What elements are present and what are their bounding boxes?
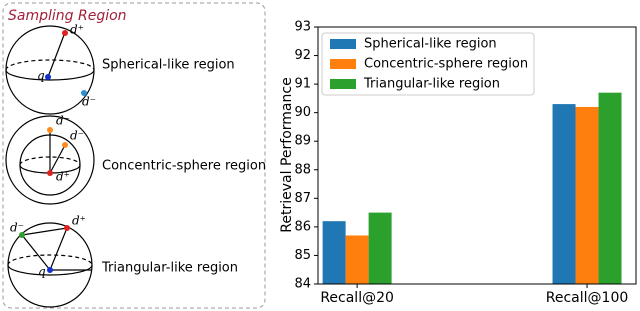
legend-swatch — [330, 59, 356, 69]
y-axis-label: Retrieval Performance — [279, 77, 295, 232]
point-label: q — [38, 265, 46, 279]
y-tick-label: 92 — [294, 48, 311, 63]
bar — [552, 104, 576, 284]
y-tick-label: 91 — [294, 77, 311, 92]
panel-border — [2, 2, 266, 309]
point-label: d⁺ — [72, 214, 86, 228]
panel-label: Spherical-like region — [102, 58, 235, 73]
y-tick-label: 87 — [294, 191, 311, 206]
legend-box — [321, 32, 535, 96]
point-label: d⁻ — [10, 221, 24, 235]
bar — [345, 235, 369, 284]
diagram-title: Sampling Region — [8, 8, 127, 24]
y-tick-label: 90 — [294, 105, 311, 120]
axes-frame — [317, 26, 637, 285]
point-label: d⁻ — [70, 129, 84, 143]
y-tick-label: 86 — [294, 219, 311, 234]
legend-label: Concentric-sphere region — [364, 57, 528, 72]
legend-swatch — [330, 79, 356, 89]
panel-label: Concentric-sphere region — [102, 159, 266, 174]
x-tick-label: Recall@20 — [320, 290, 394, 306]
point-label: d⁺ — [56, 170, 70, 184]
bar — [368, 212, 392, 284]
diagram-points — [19, 30, 87, 273]
legend-label: Triangular-like region — [363, 77, 500, 92]
diagram-shapes — [5, 25, 95, 308]
point-label: d⁺ — [70, 23, 84, 37]
panel-label: Triangular-like region — [101, 261, 238, 276]
y-tick-label: 89 — [294, 134, 311, 149]
legend-swatch — [330, 39, 356, 49]
y-tick-label: 85 — [294, 248, 311, 263]
y-tick-label: 93 — [294, 20, 311, 35]
legend-label: Spherical-like region — [364, 37, 497, 52]
y-tick-label: 84 — [294, 277, 311, 292]
bar — [322, 221, 346, 284]
bar — [598, 92, 622, 284]
y-tick-label: 88 — [294, 162, 311, 177]
bar — [575, 106, 599, 284]
point-label: d⁻ — [56, 114, 70, 128]
point-label: d⁻ — [82, 95, 96, 109]
x-tick-label: Recall@100 — [546, 290, 629, 306]
point-label: q — [37, 69, 45, 83]
